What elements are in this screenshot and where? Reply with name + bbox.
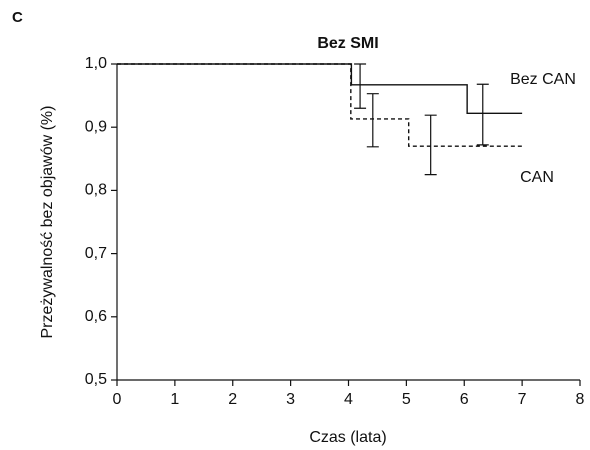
x-tick-label: 7 <box>518 391 527 408</box>
x-tick-label: 6 <box>460 391 469 408</box>
series-label: Bez CAN <box>510 71 576 88</box>
x-tick-label: 5 <box>402 391 411 408</box>
y-tick-label: 0,5 <box>85 371 107 388</box>
y-axis-label: Przeżywalność bez objawów (%) <box>39 106 56 339</box>
x-tick-label: 0 <box>113 391 122 408</box>
error-bar <box>366 93 379 148</box>
x-tick-label: 4 <box>344 391 353 408</box>
km-curve <box>117 63 523 147</box>
x-tick-label: 2 <box>228 391 237 408</box>
x-tick-label: 8 <box>576 391 585 408</box>
y-tick-label: 1,0 <box>85 55 107 72</box>
y-tick-label: 0,6 <box>85 308 107 325</box>
error-bar <box>424 114 437 176</box>
y-tick-label: 0,8 <box>85 182 107 199</box>
x-tick-label: 3 <box>286 391 295 408</box>
km-curve <box>117 63 523 114</box>
chart-title: Bez SMI <box>317 35 378 52</box>
y-tick-label: 0,7 <box>85 245 107 262</box>
error-bar <box>476 83 489 146</box>
y-tick-label: 0,9 <box>85 118 107 135</box>
panel-label: C <box>12 9 23 26</box>
error-bar <box>354 63 367 109</box>
x-tick-label: 1 <box>170 391 179 408</box>
series-label: CAN <box>520 169 554 186</box>
x-axis-label: Czas (lata) <box>309 429 386 446</box>
